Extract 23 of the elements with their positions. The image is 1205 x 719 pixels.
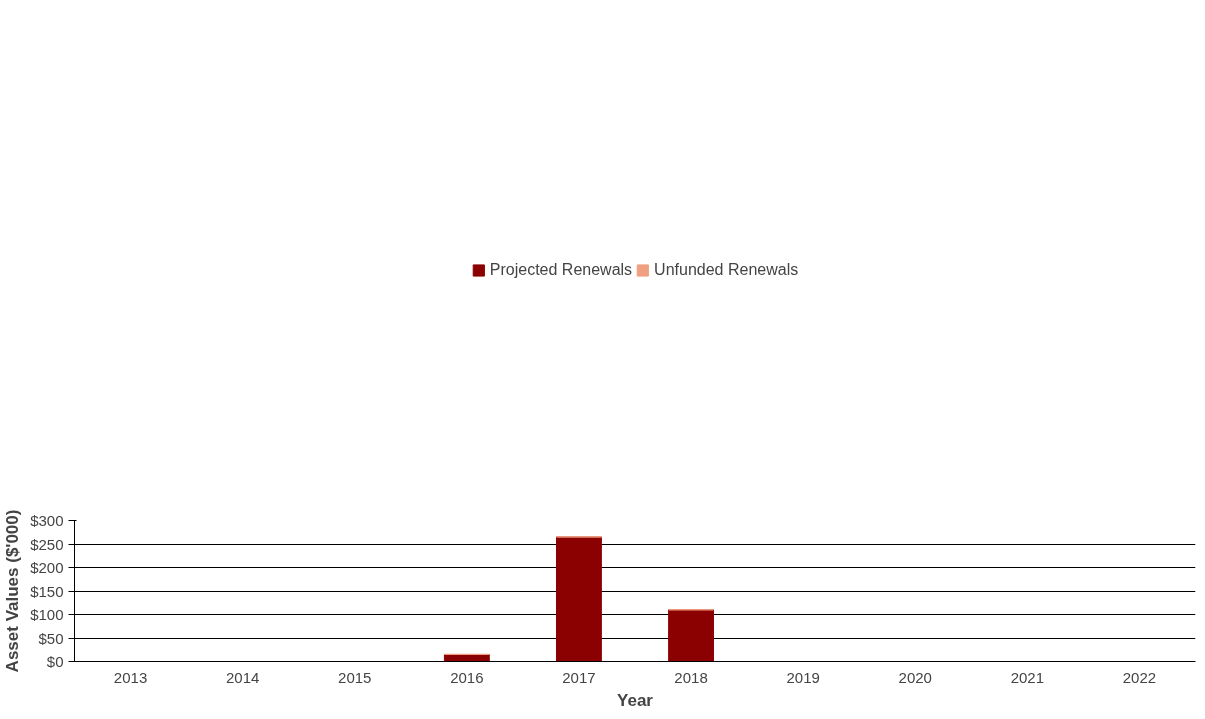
- bar: [556, 536, 602, 662]
- legend-label: Projected Renewals: [489, 261, 633, 279]
- x-tick-label: 2016: [450, 668, 484, 686]
- x-tick-label: 2022: [1122, 668, 1157, 686]
- y-axis-title: Asset Values ($'000): [3, 509, 23, 673]
- y-tick-label: $100: [30, 606, 64, 623]
- x-tick-label: 2020: [898, 668, 932, 686]
- legend-label: Unfunded Renewals: [654, 261, 799, 279]
- y-tick-label: $0: [46, 653, 64, 670]
- y-tick-label: $250: [30, 535, 64, 553]
- x-tick-label: 2021: [1010, 668, 1045, 686]
- y-tick-label: $150: [30, 582, 64, 600]
- x-tick-label: 2013: [113, 668, 148, 686]
- y-tick-label: $200: [30, 559, 64, 576]
- bar: [668, 609, 714, 662]
- x-tick-label: 2018: [674, 668, 708, 686]
- y-tick-label: $300: [30, 512, 64, 529]
- x-tick-label: 2019: [786, 668, 820, 686]
- x-tick-label: 2014: [225, 668, 260, 686]
- x-axis-title: Year: [617, 690, 654, 710]
- x-tick-label: 2015: [338, 668, 372, 686]
- x-tick-label: 2017: [562, 668, 596, 686]
- y-tick-label: $50: [38, 629, 64, 647]
